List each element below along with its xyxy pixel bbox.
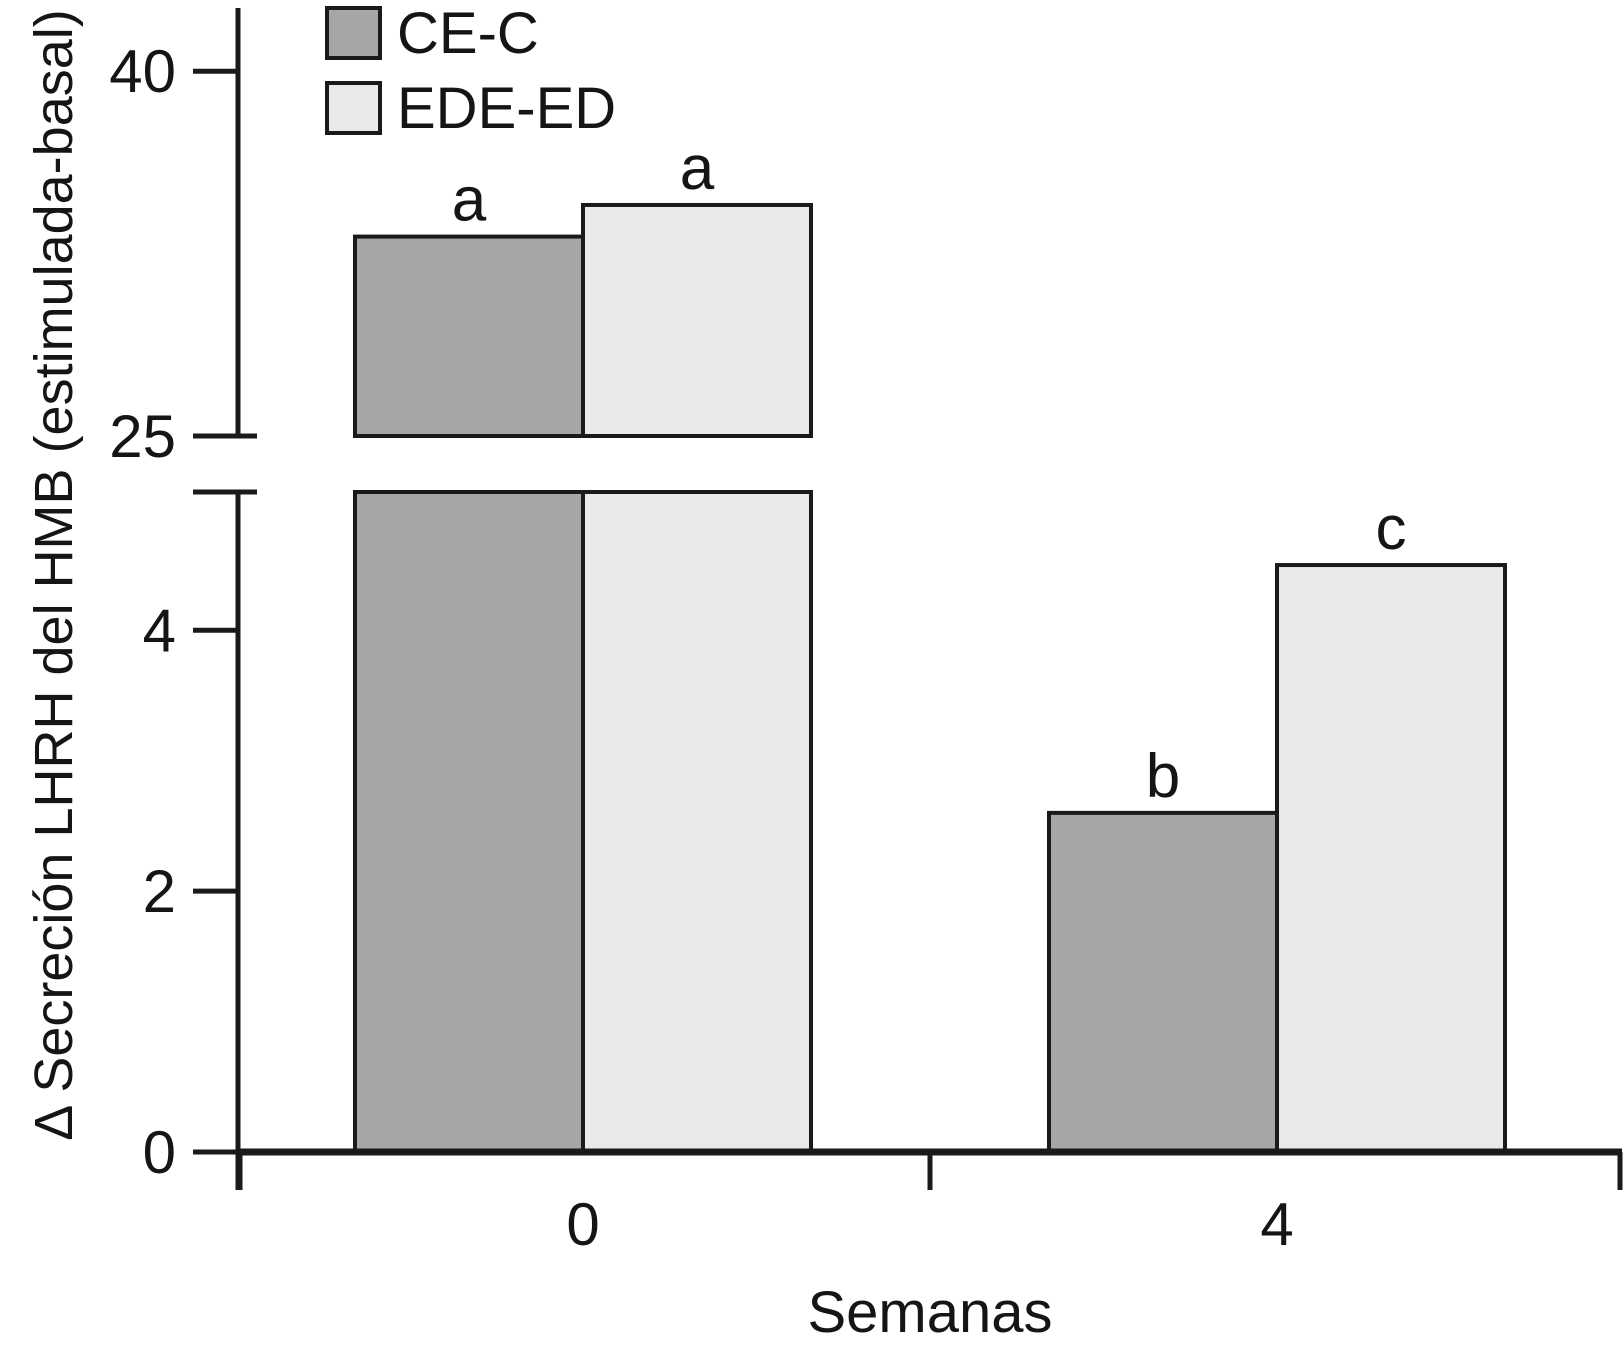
legend-swatch-CE-C	[325, 6, 382, 60]
y-tick-label: 25	[109, 403, 176, 470]
significance-label: b	[1146, 742, 1180, 811]
significance-label: c	[1376, 494, 1407, 563]
y-tick-label: 4	[143, 597, 176, 664]
y-tick-label: 40	[109, 38, 176, 105]
significance-label: a	[680, 134, 715, 203]
y-axis-title: Δ Secreción LHRH del HMB (estimulada-bas…	[24, 9, 84, 1141]
bar-CE-C-week4	[1047, 810, 1279, 1154]
bar-EDE-ED-week0-upper-part	[581, 202, 813, 438]
bar-EDE-ED-week4	[1275, 563, 1507, 1154]
x-axis-title: Semanas	[807, 1280, 1052, 1345]
bar-CE-C-week0-lower-part	[353, 490, 585, 1154]
legend-swatch-EDE-ED	[325, 81, 382, 135]
legend-label: CE-C	[397, 1, 539, 66]
y-tick-label: 2	[143, 858, 176, 925]
x-tick-label: 4	[1260, 1191, 1293, 1258]
legend-label: EDE-ED	[397, 76, 616, 141]
bar-EDE-ED-week0-lower-part	[581, 490, 813, 1154]
bar-CE-C-week0-upper-part	[353, 234, 585, 438]
x-tick-label: 0	[566, 1191, 599, 1258]
significance-label: a	[452, 166, 487, 235]
y-tick-label: 0	[143, 1119, 176, 1186]
